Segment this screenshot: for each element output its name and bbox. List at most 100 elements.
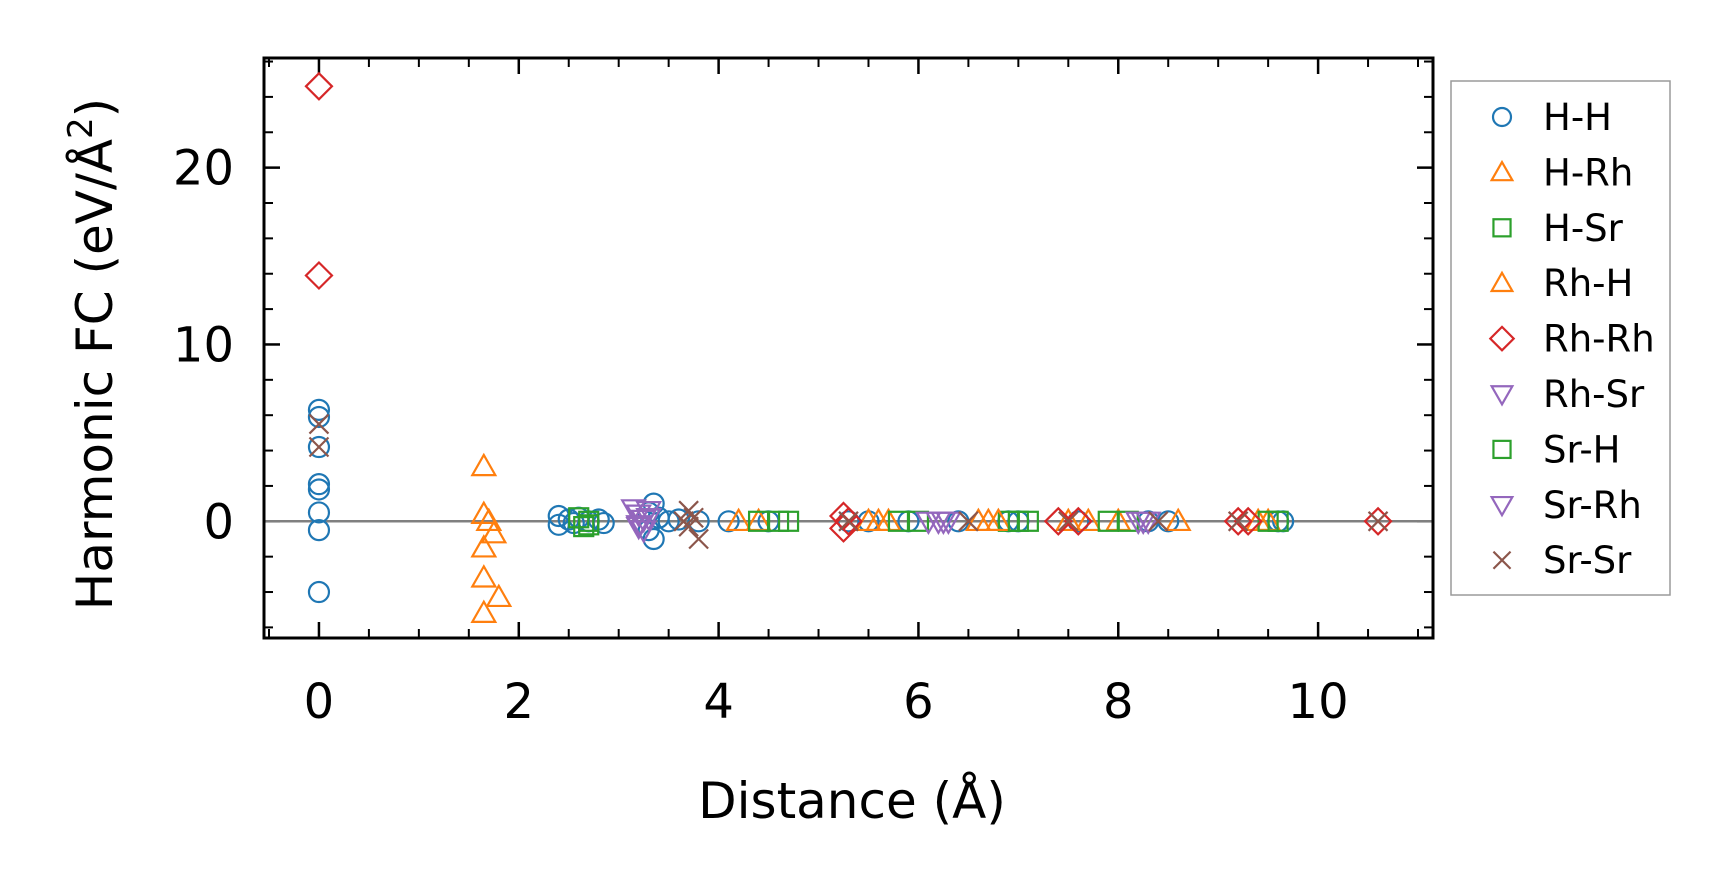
data-point [1367, 511, 1389, 532]
y-axis-label-superscript: 2 [61, 117, 101, 139]
series-rh-h [855, 507, 1012, 532]
x-tick-label: 0 [304, 674, 335, 730]
legend-label: Rh-Rh [1543, 318, 1655, 361]
y-tick-labels: 0 10 20 [173, 141, 234, 551]
minor-ticks [264, 58, 1433, 638]
legend-item-h-h: H-H [1491, 96, 1612, 139]
legend-marker [1492, 218, 1512, 238]
x-tick-label: 8 [1103, 674, 1134, 730]
x-tick-labels: 0 2 4 6 8 10 [304, 674, 1349, 730]
legend-label: H-Sr [1543, 207, 1624, 250]
legend-marker [1489, 495, 1515, 518]
legend-marker [1489, 385, 1515, 407]
data-point [635, 500, 663, 525]
legend-item-h-sr: H-Sr [1492, 207, 1624, 250]
data-point [984, 507, 1012, 532]
x-axis-label: Distance (Å) [698, 772, 1006, 830]
legend-item-rh-sr: Rh-Sr [1489, 373, 1645, 416]
data-point [578, 514, 600, 536]
data-point [1129, 511, 1157, 536]
legend-label: H-Rh [1543, 151, 1633, 194]
data-point [307, 398, 331, 421]
major-ticks [264, 58, 1433, 638]
data-point [470, 564, 498, 588]
data-point [1233, 506, 1263, 536]
data-point [304, 260, 334, 291]
data-point [307, 519, 331, 542]
data-point [833, 506, 864, 536]
data-point [307, 501, 331, 524]
data-point [307, 473, 331, 496]
data-point [1223, 506, 1253, 536]
series-h-h [307, 398, 1295, 604]
data-point [673, 511, 694, 532]
data-point [307, 405, 331, 429]
data-point [307, 580, 331, 604]
x-tick-label: 2 [504, 674, 535, 730]
data-point [725, 507, 752, 532]
data-point [930, 511, 957, 536]
data-point [1043, 506, 1073, 536]
data-point [1267, 510, 1289, 532]
data-point [1054, 507, 1082, 532]
legend-label: Sr-Sr [1543, 539, 1632, 582]
data-point [688, 528, 709, 550]
data-point [625, 516, 653, 541]
data-point [717, 510, 740, 533]
legend-label: Sr-Rh [1543, 484, 1642, 527]
data-point [657, 510, 680, 533]
legend: H-H H-Rh H-Sr Rh-H Rh-Rh Rh-Sr Sr-H Sr-Rh Sr-Sr [1450, 80, 1671, 596]
data-point [1063, 506, 1093, 536]
data-point [485, 583, 513, 608]
data-point [304, 71, 334, 101]
legend-item-rh-rh: Rh-Rh [1488, 318, 1655, 361]
data-point [1363, 506, 1393, 536]
y-tick-label: 0 [203, 494, 234, 550]
legend-marker [1488, 325, 1516, 352]
legend-label: H-H [1543, 96, 1612, 139]
data-point [838, 511, 859, 532]
series-sr-rh [625, 511, 1157, 541]
series-sr-h [578, 510, 1029, 536]
legend-label: Sr-H [1543, 428, 1621, 471]
legend-marker [1489, 270, 1515, 293]
data-point [635, 508, 663, 532]
y-axis-label-close: ) [66, 98, 124, 118]
legend-frame [1450, 80, 1671, 596]
data-point [958, 511, 979, 532]
x-tick-label: 4 [703, 674, 734, 730]
series-h-rh [470, 452, 1282, 623]
y-tick-label: 20 [173, 141, 234, 197]
data-point [307, 478, 331, 501]
legend-item-sr-rh: Sr-Rh [1489, 484, 1642, 527]
data-point [1164, 507, 1192, 532]
legend-item-h-rh: H-Rh [1489, 151, 1633, 194]
series-rh-rh [304, 71, 1393, 543]
y-tick-label: 10 [173, 317, 234, 373]
data-point [1227, 511, 1249, 532]
data-point [308, 436, 330, 458]
data-point [470, 534, 498, 558]
data-point [308, 413, 330, 435]
legend-item-rh-h: Rh-H [1489, 262, 1633, 305]
legend-marker [1492, 439, 1512, 460]
data-point [307, 435, 331, 459]
data-point [1007, 510, 1029, 532]
data-point [777, 510, 800, 532]
x-tick-label: 6 [903, 674, 934, 730]
data-point [1074, 507, 1102, 532]
data-point [1058, 511, 1079, 532]
legend-label: Rh-H [1543, 262, 1633, 305]
data-point [855, 507, 882, 532]
data-markers [304, 71, 1393, 623]
plot-frame [262, 56, 1435, 640]
legend-marker [1491, 106, 1513, 128]
legend-items: H-H H-Rh H-Sr Rh-H Rh-Rh Rh-Sr Sr-H Sr-Rh Sr-Sr [1488, 96, 1655, 582]
data-point [470, 599, 498, 623]
data-point [573, 515, 595, 538]
legend-label: Rh-Sr [1543, 373, 1645, 416]
series-rh-sr [620, 499, 1162, 544]
y-axis-label: Harmonic FC (eV/Å2) [61, 98, 124, 610]
data-point [1147, 511, 1169, 532]
